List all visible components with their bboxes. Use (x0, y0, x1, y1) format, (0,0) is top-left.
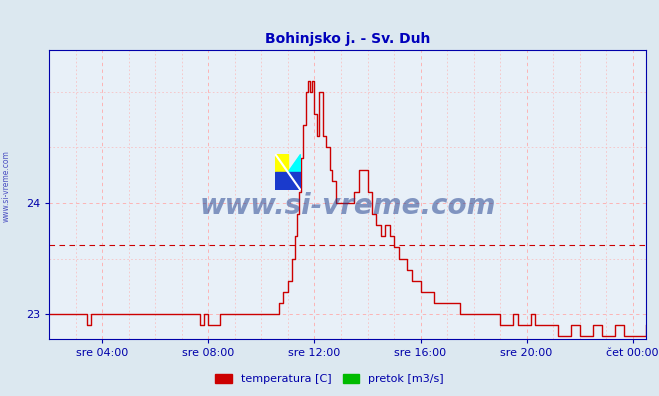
Text: www.si-vreme.com: www.si-vreme.com (200, 192, 496, 220)
Polygon shape (288, 154, 301, 172)
Bar (275, 154, 288, 172)
Title: Bohinjsko j. - Sv. Duh: Bohinjsko j. - Sv. Duh (265, 32, 430, 46)
Legend: temperatura [C], pretok [m3/s]: temperatura [C], pretok [m3/s] (211, 369, 448, 388)
Polygon shape (275, 172, 301, 190)
Text: www.si-vreme.com: www.si-vreme.com (2, 150, 11, 222)
